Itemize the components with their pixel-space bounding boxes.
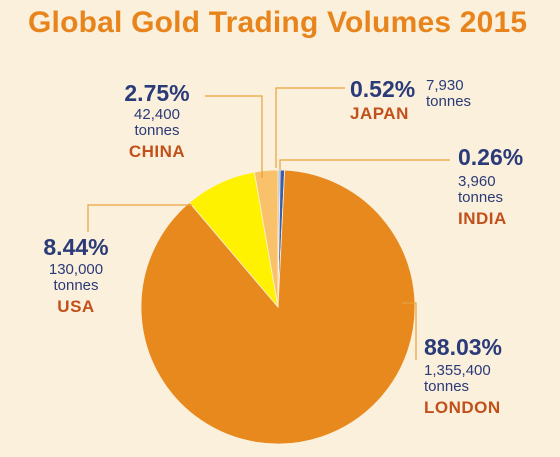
pie-slices [140,169,416,445]
china-percent: 2.75% [124,80,190,106]
japan-percent: 0.52% [350,76,416,102]
india-unit: tonnes [458,188,504,206]
india-volume: 3,960 [458,173,496,190]
japan-volume: 7,930 [426,77,464,94]
london-volume: 1,355,400 [424,362,491,379]
london-percent: 88.03% [424,334,503,360]
label-group-japan-name: JAPAN [350,105,409,123]
china-unit: tonnes [134,121,180,139]
usa-unit: tonnes [53,276,99,294]
leader-line-china [205,95,263,178]
usa-volume: 130,000 [48,261,104,278]
usa-percent: 8.44% [43,234,109,260]
japan-unit: tonnes [426,92,472,110]
london-unit: tonnes [424,377,470,395]
china-name: CHINA [128,141,186,161]
china-volume: 42,400 [134,106,180,123]
chart-title: Global Gold Trading Volumes 2015 [28,6,528,39]
label-group-usa: 8.44% 130,000 tonnes USA [30,236,122,315]
india-percent: 0.26% [458,144,524,170]
label-group-japan: 0.52% [350,78,415,101]
india-name: INDIA [458,208,507,228]
leader-line-india [279,159,450,170]
japan-name: JAPAN [350,104,409,123]
leader-line-london [402,302,417,360]
leader-lines [87,87,450,360]
usa-name: USA [57,296,95,316]
label-group-china: 2.75% 42,400 tonnes CHINA [112,82,202,160]
leader-line-japan [275,87,345,168]
leader-line-usa [87,204,192,232]
label-group-india: 0.26% 3,960 tonnes INDIA [458,146,523,227]
label-group-london: 88.03% 1,355,400 tonnes LONDON [424,336,502,416]
london-name: LONDON [424,397,501,417]
pie-slice-china [253,169,279,308]
label-group-japan-volume: 7,930 tonnes [426,78,471,110]
